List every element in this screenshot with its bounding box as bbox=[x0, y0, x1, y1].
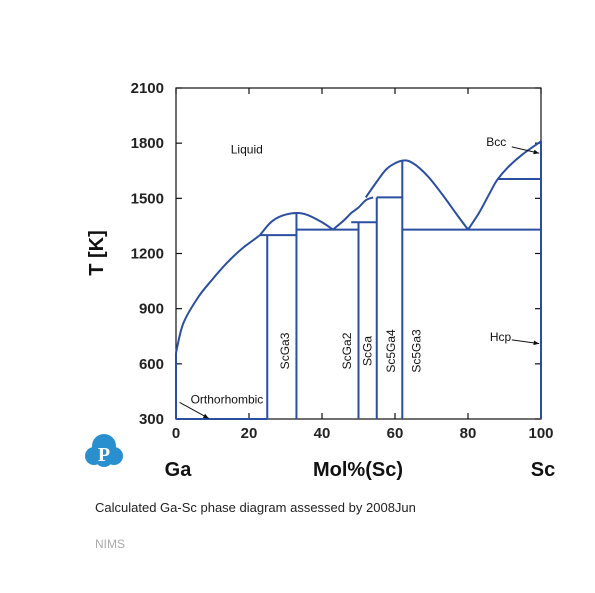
x-tick-label: 80 bbox=[460, 425, 477, 442]
caption-year: 2008Jun bbox=[366, 500, 416, 515]
liquidus-curve bbox=[175, 234, 261, 354]
caption: Calculated Ga-Sc phase diagram assessed … bbox=[95, 500, 416, 515]
phase-label: Sc5Ga3 bbox=[410, 329, 424, 373]
chart-curves bbox=[175, 140, 542, 420]
phase-label: Bcc bbox=[486, 135, 506, 149]
phase-label: ScGa bbox=[360, 336, 374, 366]
logo: P bbox=[84, 430, 124, 470]
organization-label: NIMS bbox=[95, 537, 125, 551]
liquidus-curve bbox=[467, 140, 542, 231]
x-axis-label: Mol%(Sc) bbox=[313, 459, 403, 481]
y-tick-label: 1800 bbox=[131, 135, 164, 152]
caption-text: Calculated Ga-Sc phase diagram assessed … bbox=[95, 500, 363, 515]
logo-cloud-icon: P bbox=[85, 434, 123, 467]
y-tick-label: 2100 bbox=[131, 80, 164, 97]
y-tick-label: 300 bbox=[139, 411, 164, 428]
x-axis-left-end-label: Ga bbox=[165, 459, 193, 481]
arrow-head bbox=[202, 413, 209, 419]
phase-label: Liquid bbox=[231, 142, 263, 156]
phase-label: Sc5Ga4 bbox=[384, 329, 398, 373]
x-tick-label: 60 bbox=[387, 425, 404, 442]
x-tick-label: 0 bbox=[172, 425, 180, 442]
liquidus-curve bbox=[332, 196, 374, 231]
chart-arrows bbox=[179, 146, 540, 419]
x-axis-right-end-label: Sc bbox=[531, 459, 555, 481]
y-tick-label: 900 bbox=[139, 301, 164, 318]
phase-label: Hcp bbox=[490, 330, 512, 344]
logo-letter: P bbox=[98, 444, 110, 466]
chart-ticks: 300 600 900 1200 1500 1800 2100 0 20 40 60 80 100 bbox=[131, 80, 554, 442]
x-tick-label: 20 bbox=[241, 425, 258, 442]
arrow-head bbox=[533, 149, 540, 155]
y-axis-label: T [K] bbox=[86, 230, 108, 276]
liquidus-curve bbox=[259, 212, 334, 236]
label-arrow bbox=[179, 402, 210, 419]
phase-label: ScGa3 bbox=[278, 332, 292, 369]
y-tick-label: 1200 bbox=[131, 246, 164, 263]
x-tick-label: 100 bbox=[528, 425, 553, 442]
y-tick-label: 1500 bbox=[131, 190, 164, 207]
phase-label: Orthorhombic bbox=[191, 392, 264, 406]
x-tick-label: 40 bbox=[314, 425, 331, 442]
liquidus-curve bbox=[364, 159, 469, 231]
phase-label: ScGa2 bbox=[340, 332, 354, 369]
chart-phase-labels: Liquid Orthorhombic Bcc Hcp ScGa3 ScGa2 ScGa Sc… bbox=[191, 135, 512, 406]
arrow-head bbox=[533, 340, 540, 346]
y-tick-label: 600 bbox=[139, 356, 164, 373]
